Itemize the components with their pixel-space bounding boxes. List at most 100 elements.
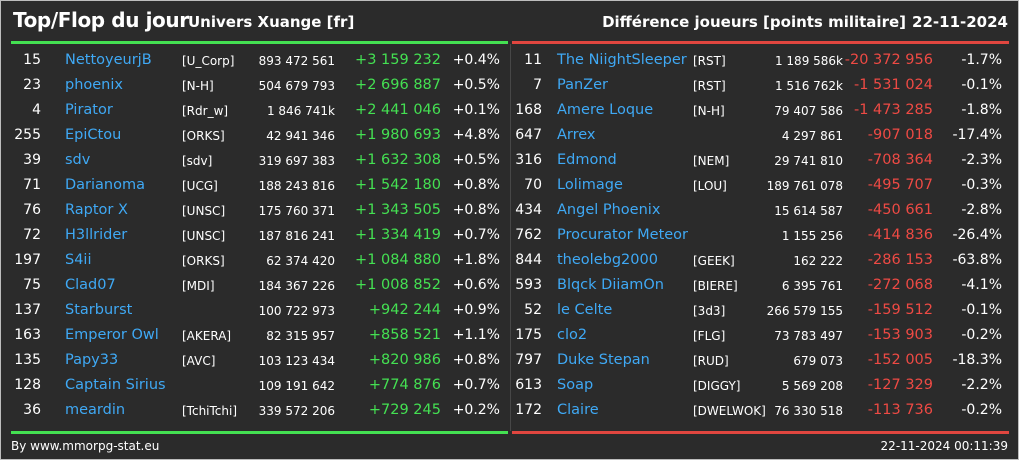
- player-name-link[interactable]: meardin: [65, 402, 126, 418]
- player-rank: 128: [14, 377, 41, 393]
- percent-change: -18.3%: [952, 352, 1002, 368]
- player-name-link[interactable]: Pirator: [65, 102, 113, 118]
- points-difference: +1 084 880: [355, 252, 441, 268]
- player-name-link[interactable]: Claire: [557, 402, 599, 418]
- military-points: 1 189 586k: [774, 54, 843, 68]
- alliance-tag: [Rdr_w]: [182, 104, 229, 118]
- percent-change: +0.2%: [452, 402, 500, 418]
- percent-change: -0.1%: [961, 302, 1002, 318]
- player-name-link[interactable]: sdv: [65, 152, 91, 168]
- points-difference: -286 153: [867, 252, 933, 268]
- points-difference: -1 473 285: [853, 102, 933, 118]
- flop-player-row: 797 Duke Stepan [RUD] 679 073 -152 005 -18.3%: [511, 349, 1018, 374]
- points-difference: -152 005: [867, 352, 933, 368]
- player-name-link[interactable]: Amere Loque: [557, 102, 654, 118]
- footer-timestamp: 22-11-2024 00:11:39: [880, 439, 1008, 453]
- player-rank: 175: [515, 327, 542, 343]
- player-rank: 15: [23, 52, 41, 68]
- points-difference: -272 068: [867, 277, 933, 293]
- alliance-tag: [U_Corp]: [182, 54, 235, 68]
- player-name-link[interactable]: Darianoma: [65, 177, 145, 193]
- points-difference: +2 696 887: [355, 77, 441, 93]
- top-divider-green: [11, 41, 508, 44]
- flop-player-row: 434 Angel Phoenix 15 614 587 -450 661 -2.8%: [511, 199, 1018, 224]
- military-points: 893 472 561: [258, 54, 335, 68]
- player-name-link[interactable]: Arrex: [557, 127, 596, 143]
- top-player-row: 4 Pirator [Rdr_w] 1 846 741k +2 441 046 +0.1%: [1, 99, 510, 124]
- player-name-link[interactable]: Edmond: [557, 152, 617, 168]
- player-name-link[interactable]: The NiightSleeper: [557, 52, 687, 68]
- player-rank: 197: [14, 252, 41, 268]
- player-rank: 762: [515, 227, 542, 243]
- player-name-link[interactable]: Procurator Meteor: [557, 227, 689, 243]
- flop-player-row: 613 Soap [DIGGY] 5 569 208 -127 329 -2.2%: [511, 374, 1018, 399]
- footer-credit: By www.mmorpg-stat.eu: [11, 439, 160, 453]
- player-name-link[interactable]: theolebg2000: [557, 252, 658, 268]
- top-player-row: 76 Raptor X [UNSC] 175 760 371 +1 343 505 +0.…: [1, 199, 510, 224]
- player-name-link[interactable]: Clad07: [65, 277, 116, 293]
- player-name-link[interactable]: EpiCtou: [65, 127, 122, 143]
- player-rank: 135: [14, 352, 41, 368]
- percent-change: -1.7%: [961, 52, 1002, 68]
- player-rank: 172: [515, 402, 542, 418]
- header: Top/Flop du jour Univers Xuange [fr] Dif…: [1, 1, 1018, 41]
- points-difference: +3 159 232: [355, 52, 441, 68]
- player-name-link[interactable]: clo2: [557, 327, 588, 343]
- military-points: 266 579 155: [766, 304, 843, 318]
- military-points: 679 073: [793, 354, 843, 368]
- player-rank: 76: [23, 202, 41, 218]
- player-rank: 39: [23, 152, 41, 168]
- alliance-tag: [BIERE]: [693, 279, 738, 293]
- percent-change: -1.8%: [961, 102, 1002, 118]
- flop-player-row: 168 Amere Loque [N-H] 79 407 586 -1 473 285 -…: [511, 99, 1018, 124]
- points-difference: -20 372 956: [844, 52, 933, 68]
- player-name-link[interactable]: Papy33: [65, 352, 119, 368]
- player-name-link[interactable]: le Celte: [557, 302, 613, 318]
- percent-change: -2.8%: [961, 202, 1002, 218]
- alliance-tag: [MDI]: [182, 279, 215, 293]
- alliance-tag: [LOU]: [693, 179, 727, 193]
- player-name-link[interactable]: Duke Stepan: [557, 352, 650, 368]
- percent-change: -2.2%: [961, 377, 1002, 393]
- player-name-link[interactable]: Raptor X: [65, 202, 128, 218]
- flop-players-list: 11 The NiightSleeper [RST] 1 189 586k -20 37…: [511, 49, 1018, 424]
- percent-change: -0.3%: [961, 177, 1002, 193]
- percent-change: -2.3%: [961, 152, 1002, 168]
- top-player-row: 163 Emperor Owl [AKERA] 82 315 957 +858 521 +…: [1, 324, 510, 349]
- top-player-row: 255 EpiCtou [ORKS] 42 941 346 +1 980 693 +4.8…: [1, 124, 510, 149]
- military-points: 319 697 383: [258, 154, 335, 168]
- player-name-link[interactable]: Lolimage: [557, 177, 623, 193]
- top-players-list: 15 NettoyeurjB [U_Corp] 893 472 561 +3 159 2…: [1, 49, 510, 424]
- player-name-link[interactable]: H3llrider: [65, 227, 128, 243]
- player-name-link[interactable]: Angel Phoenix: [557, 202, 661, 218]
- military-points: 5 569 208: [781, 379, 843, 393]
- player-rank: 36: [23, 402, 41, 418]
- top-player-row: 72 H3llrider [UNSC] 187 816 241 +1 334 419 +0…: [1, 224, 510, 249]
- percent-change: +0.7%: [452, 377, 500, 393]
- percent-change: +0.5%: [452, 77, 500, 93]
- military-points: 188 243 816: [258, 179, 335, 193]
- flop-player-row: 172 Claire [DWELWOK] 76 330 518 -113 736 -0.2…: [511, 399, 1018, 424]
- alliance-tag: [N-H]: [182, 79, 214, 93]
- player-name-link[interactable]: NettoyeurjB: [65, 52, 152, 68]
- player-name-link[interactable]: Soap: [557, 377, 594, 393]
- top-player-row: 23 phoenix [N-H] 504 679 793 +2 696 887 +0.5%: [1, 74, 510, 99]
- percent-change: -0.2%: [961, 402, 1002, 418]
- player-name-link[interactable]: phoenix: [65, 77, 123, 93]
- player-name-link[interactable]: Emperor Owl: [65, 327, 159, 343]
- points-difference: +858 521: [368, 327, 441, 343]
- points-difference: +942 244: [368, 302, 441, 318]
- player-name-link[interactable]: Captain Sirius: [65, 377, 166, 393]
- top-player-row: 71 Darianoma [UCG] 188 243 816 +1 542 180 +0.…: [1, 174, 510, 199]
- player-name-link[interactable]: S4ii: [65, 252, 92, 268]
- player-name-link[interactable]: Blqck DiiamOn: [557, 277, 664, 293]
- percent-change: +1.1%: [452, 327, 500, 343]
- player-name-link[interactable]: Starburst: [65, 302, 133, 318]
- page-title: Top/Flop du jour: [13, 8, 189, 32]
- military-points: 189 761 078: [766, 179, 843, 193]
- points-difference: -414 836: [867, 227, 933, 243]
- points-difference: +729 245: [368, 402, 441, 418]
- alliance-tag: [RUD]: [693, 354, 729, 368]
- player-name-link[interactable]: PanZer: [557, 77, 608, 93]
- military-points: 103 123 434: [258, 354, 335, 368]
